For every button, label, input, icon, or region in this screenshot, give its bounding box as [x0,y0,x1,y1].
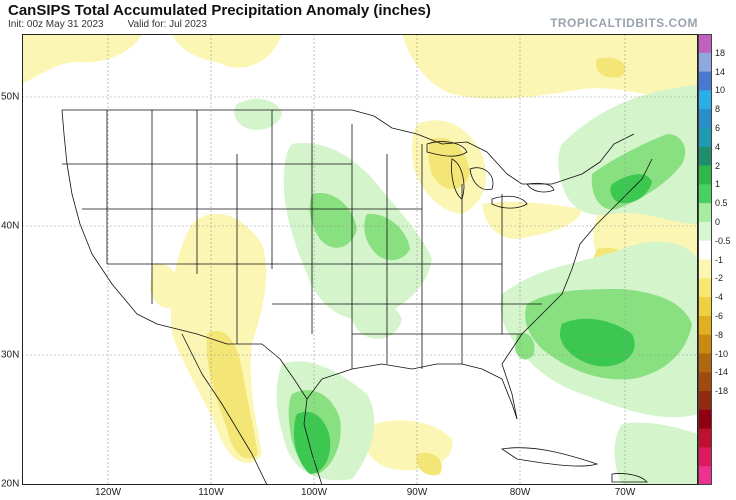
colorbar-label: -8 [715,329,724,340]
colorbar-swatch [698,90,712,110]
lon-label-100w: 100W [300,487,328,498]
lon-label-90w: 90W [406,487,428,498]
colorbar-labels: 18 14 10 8 6 4 2 1 0.5 0 -0.5 -1 -2 -4 -6 -8 -10 -14 -18 [712,34,736,485]
lat-label-40n: 40N [1,220,20,232]
colorbar-swatch [698,428,712,448]
colorbar-label: 18 [715,47,726,58]
run-info: Init: 00z May 31 2023 Valid for: Jul 2023 [8,19,231,30]
chart-title: CanSIPS Total Accumulated Precipitation … [8,2,431,19]
colorbar-label: 0.5 [715,198,728,209]
colorbar-label: -2 [715,273,724,284]
colorbar-swatch [698,447,712,467]
colorbar-swatch [698,297,712,317]
colorbar-label: -18 [715,386,729,396]
colorbar-swatch [698,372,712,392]
lon-label-70w: 70W [614,487,636,498]
colorbar-label: -10 [715,348,729,359]
colorbar-swatch [698,240,712,260]
valid-time: Valid for: Jul 2023 [127,19,207,30]
colorbar-swatch [698,466,712,485]
colorbar-frame [698,34,712,485]
colorbar-swatch [698,109,712,129]
lat-lon-gridlines [22,34,698,485]
colorbar-label: 14 [715,66,726,77]
colorbar-swatch [698,221,712,242]
colorbar-label: 2 [715,160,721,171]
colorbar-swatch [698,278,712,298]
political-borders [61,109,653,485]
colorbar-swatch [698,353,712,373]
colorbar-swatch [698,71,712,91]
colorbar-swatch [698,409,712,430]
colorbar-label: 8 [715,104,721,115]
header: CanSIPS Total Accumulated Precipitation … [0,0,736,34]
strong-wet-regions [294,174,652,474]
colorbar-swatch [698,334,712,354]
colorbar [698,34,712,485]
lon-label-120w: 120W [94,487,122,498]
colorbar-label: 0 [715,216,721,227]
colorbar-label: 10 [715,85,726,96]
brand-watermark: TROPICALTIDBITS.COM [550,16,698,30]
colorbar-swatch [698,127,712,148]
colorbar-label: -6 [715,310,724,321]
map-frame [22,34,698,485]
lon-label-110w: 110W [198,487,224,498]
colorbar-swatch [698,259,712,279]
colorbar-swatch [698,184,712,204]
caribbean-islands [500,447,648,483]
colorbar-swatch [698,391,712,411]
lat-label-50n: 50N [1,91,20,103]
colorbar-label: -14 [715,367,729,378]
colorbar-swatch [698,146,712,167]
lon-label-80w: 80W [509,487,531,498]
colorbar-label: -0.5 [715,235,731,246]
colorbar-swatch [698,203,712,223]
colorbar-label: -4 [715,292,724,303]
lat-label-30n: 30N [1,349,20,361]
colorbar-swatch [698,315,712,336]
precip-anomaly-map [22,34,698,485]
colorbar-swatch [698,52,712,73]
colorbar-swatch [698,165,712,185]
init-time: Init: 00z May 31 2023 [8,19,104,30]
colorbar-label: 4 [715,141,721,152]
colorbar-swatch [698,34,712,54]
great-lakes [426,141,555,209]
colorbar-label: -1 [715,254,724,265]
lat-label-20n: 20N [1,478,20,490]
colorbar-label: 6 [715,123,721,133]
colorbar-label: 1 [715,179,721,190]
